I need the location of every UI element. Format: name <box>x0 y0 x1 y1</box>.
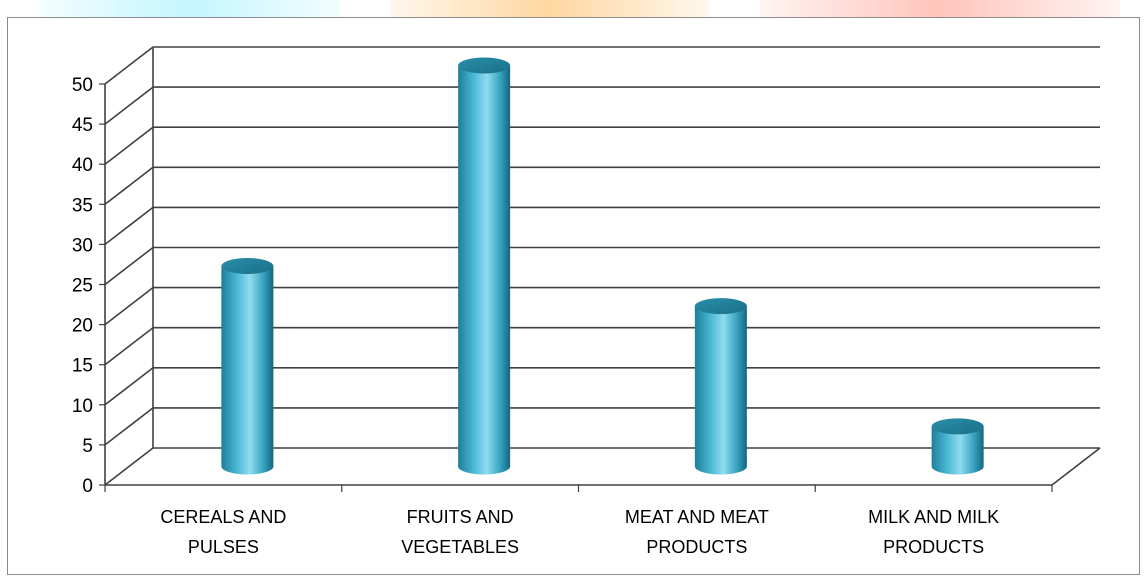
gridline-side <box>104 367 154 406</box>
axis-layer <box>99 47 1101 492</box>
gridline-side <box>104 46 154 85</box>
bar-body[interactable] <box>221 266 274 475</box>
bar-top-cap[interactable] <box>931 418 984 435</box>
y-tick-label: 45 <box>72 115 93 136</box>
y-tick-label: 40 <box>72 155 93 176</box>
y-tick-label: 5 <box>82 436 93 457</box>
bar[interactable] <box>694 298 747 475</box>
gridline-side <box>104 327 154 366</box>
gridline-side <box>104 126 154 165</box>
bar-top-cap[interactable] <box>458 57 511 74</box>
gridline-side <box>104 407 154 446</box>
bar[interactable] <box>931 418 984 475</box>
watermark-strip-orange <box>390 0 710 18</box>
bar[interactable] <box>221 258 274 475</box>
y-tick-label: 50 <box>72 75 93 96</box>
y-tick-label: 0 <box>82 476 93 497</box>
y-tick-label: 30 <box>72 235 93 256</box>
y-tick-label: 15 <box>72 356 93 377</box>
y-tick-label: 10 <box>72 396 93 417</box>
gridline-side <box>104 447 154 486</box>
label-layer: 0 5 10 15 20 25 30 35 40 45 50 CEREALS AND PULSES FRU… <box>72 75 999 557</box>
y-tick-label: 25 <box>72 276 93 297</box>
y-tick-label: 20 <box>72 316 93 337</box>
bar-top-cap[interactable] <box>694 298 747 315</box>
floor-right-edge <box>1051 447 1101 486</box>
chart-frame <box>7 17 1140 575</box>
gridline-side <box>104 166 154 205</box>
gridline-side <box>104 206 154 246</box>
gridline-side <box>104 86 154 125</box>
x-category-label: CEREALS AND PULSES <box>160 507 286 557</box>
watermark-strip-cyan <box>40 0 340 18</box>
y-tick-label: 35 <box>72 195 93 216</box>
bar-body[interactable] <box>931 426 984 475</box>
x-category-label: MEAT AND MEAT PRODUCTS <box>625 507 769 557</box>
gridline-side <box>104 246 154 286</box>
bar-body[interactable] <box>458 65 511 475</box>
x-category-label: FRUITS AND VEGETABLES <box>401 507 519 557</box>
bar-top-cap[interactable] <box>221 258 274 274</box>
gridline-side <box>104 286 154 326</box>
watermark-strip-red <box>760 0 1120 18</box>
bar-layer <box>221 57 984 475</box>
x-category-label: MILK AND MILK PRODUCTS <box>868 507 999 557</box>
bar[interactable] <box>458 57 511 475</box>
bar-body[interactable] <box>694 306 747 475</box>
